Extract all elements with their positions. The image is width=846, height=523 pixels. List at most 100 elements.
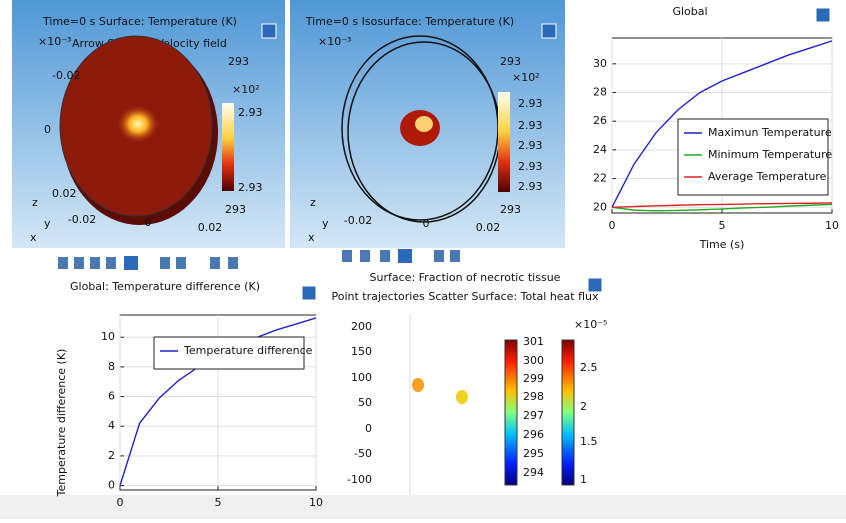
zoom-extents[interactable] <box>106 257 116 269</box>
colorbar-min: 293 <box>225 203 246 216</box>
axis-x: x <box>30 231 37 244</box>
colorbar-label: 1.5 <box>580 435 598 448</box>
print[interactable] <box>228 257 238 269</box>
x-tick: 0 <box>145 216 152 229</box>
app-icon[interactable] <box>542 24 556 38</box>
colorbar <box>505 340 517 485</box>
chart-title: Global <box>672 5 707 18</box>
colorbar-label: 294 <box>523 466 544 479</box>
zoom-in[interactable] <box>58 257 68 269</box>
status-strip <box>0 495 846 519</box>
colorbar-label: 2.93 <box>518 160 543 173</box>
y-tick-label: 24 <box>593 143 607 156</box>
x-tick: 0 <box>423 217 430 230</box>
colorbar-label: 295 <box>523 447 544 460</box>
x-tick-label: 10 <box>309 496 323 509</box>
axis-x: x <box>308 231 315 244</box>
x-axis-label: Time (s) <box>699 238 745 251</box>
colorbar-label: 2 <box>580 400 587 413</box>
scatter-point <box>412 378 424 392</box>
colorbar-label: 2.93 <box>518 180 543 193</box>
colorbar-min: 293 <box>500 203 521 216</box>
colorbar-label: 2.93 <box>518 97 543 110</box>
colorbar-max: 293 <box>228 55 249 68</box>
axis-y: y <box>322 217 329 230</box>
colorbar <box>562 340 574 485</box>
legend-toggle[interactable] <box>176 257 186 269</box>
y-tick: 0 <box>44 123 51 136</box>
y-tick-label: 10 <box>101 330 115 343</box>
y-tick-label: 6 <box>108 390 115 403</box>
app-icon[interactable] <box>816 8 830 22</box>
x-tick: 0.02 <box>476 221 501 234</box>
colorbar-label: 2.93 <box>518 139 543 152</box>
panel-necrotic: Surface: Fraction of necrotic tissue Poi… <box>331 271 607 495</box>
zoom-box[interactable] <box>90 257 100 269</box>
panel-title: Surface: Fraction of necrotic tissue <box>370 271 561 284</box>
view[interactable] <box>398 249 412 263</box>
axis-z: z <box>310 196 316 209</box>
x-tick-label: 10 <box>825 219 839 232</box>
grid-toggle[interactable] <box>160 257 170 269</box>
panel-isosurface: Time=0 s Isosurface: Temperature (K) ×10… <box>290 0 565 248</box>
y-tick-label: 4 <box>108 419 115 432</box>
screen: Time=0 s Surface: Temperature (K) ×10⁻³ … <box>0 0 846 519</box>
y-tick-label: 8 <box>108 360 115 373</box>
snapshot[interactable] <box>210 257 220 269</box>
zoom-in[interactable] <box>342 250 352 262</box>
scale: ×10⁻³ <box>38 35 71 48</box>
view[interactable] <box>124 256 138 270</box>
snapshot[interactable] <box>434 250 444 262</box>
app-icon[interactable] <box>302 286 316 300</box>
panel-title: Time=0 s Isosurface: Temperature (K) <box>305 15 514 28</box>
y-tick-label: 26 <box>593 114 607 127</box>
colorbar-label: 297 <box>523 409 544 422</box>
x-tick-label: 0 <box>117 496 124 509</box>
y-tick: 50 <box>358 396 372 409</box>
chart-title: Global: Temperature difference (K) <box>70 280 260 293</box>
colorbar-scale: ×10² <box>232 83 260 96</box>
y-axis-label: Temperature difference (K) <box>55 349 68 498</box>
colorbar-label: 299 <box>523 372 544 385</box>
zoom-out[interactable] <box>360 250 370 262</box>
app-icon[interactable] <box>262 24 276 38</box>
colorbar <box>222 103 234 191</box>
page: Time=0 s Surface: Temperature (K) ×10⁻³ … <box>0 0 846 519</box>
y-tick-label: 30 <box>593 57 607 70</box>
y-tick: -50 <box>354 447 372 460</box>
x-tick-label: 0 <box>609 219 616 232</box>
legend-label: Minimum Temperature <box>708 148 832 161</box>
colorbar-label: 301 <box>523 335 544 348</box>
y-tick-label: 28 <box>593 86 607 99</box>
scatter-point <box>456 390 468 404</box>
y-tick-label: 0 <box>108 479 115 492</box>
legend-label: Temperature difference <box>183 344 313 357</box>
isosurface-core <box>415 116 433 132</box>
x-tick-label: 5 <box>215 496 222 509</box>
colorbar-scale: ×10⁻⁵ <box>574 318 607 331</box>
y-tick-label: 2 <box>108 449 115 462</box>
y-tick: 150 <box>351 345 372 358</box>
toolbar <box>58 249 460 270</box>
y-tick-label: 22 <box>593 172 607 185</box>
y-tick: 0 <box>365 422 372 435</box>
panel-title: Time=0 s Surface: Temperature (K) <box>42 15 237 28</box>
colorbar-label: 1 <box>580 473 587 486</box>
zoom-out[interactable] <box>74 257 84 269</box>
axis-z: z <box>32 196 38 209</box>
print[interactable] <box>450 250 460 262</box>
colorbar-label: 2.5 <box>580 361 598 374</box>
y-tick: 200 <box>351 320 372 333</box>
colorbar-label: 2.93 <box>518 119 543 132</box>
hot-spot <box>116 104 160 144</box>
colorbar-scale: ×10² <box>512 71 540 84</box>
y-tick: 0.02 <box>52 187 77 200</box>
x-tick: -0.02 <box>68 213 96 226</box>
panel-surface: Time=0 s Surface: Temperature (K) ×10⁻³ … <box>12 0 285 248</box>
panel-subtitle: Point trajectories Scatter Surface: Tota… <box>331 290 599 303</box>
legend-label: Average Temperature <box>708 170 827 183</box>
app-icon[interactable] <box>588 278 602 292</box>
y-tick: -100 <box>347 473 372 486</box>
colorbar <box>498 92 510 192</box>
zoom-extents[interactable] <box>380 250 390 262</box>
